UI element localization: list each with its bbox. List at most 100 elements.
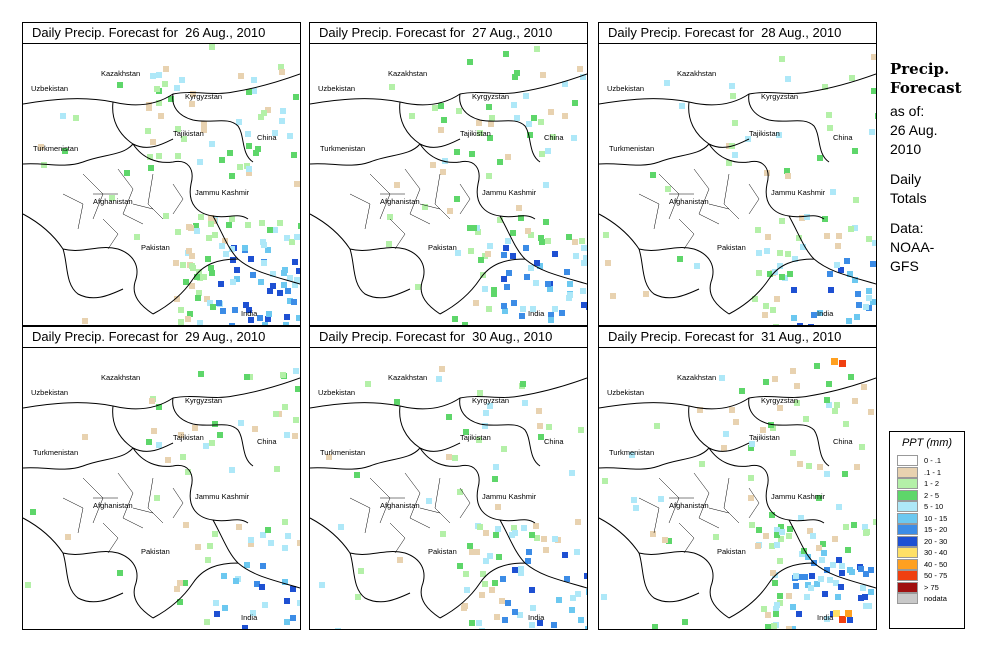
legend-item: 20 - 30 — [890, 535, 964, 548]
precip-cell — [261, 260, 267, 266]
precip-cell — [158, 113, 164, 119]
precip-cell — [786, 626, 792, 629]
label-afghanistan: Afghanistan — [93, 501, 133, 510]
precip-cell — [852, 398, 858, 404]
label-kyrgyzstan: Kyrgyzstan — [472, 92, 509, 101]
precip-cell — [531, 115, 537, 121]
precip-cell — [869, 129, 875, 135]
precip-cell — [794, 383, 800, 389]
precip-cell — [859, 444, 865, 450]
precip-cell — [495, 526, 501, 532]
precip-cell — [539, 151, 545, 157]
forecast-panel-1: Daily Precip. Forecast for 26 Aug., 2010… — [22, 22, 301, 326]
precip-cell — [763, 303, 769, 309]
precip-cell — [545, 148, 551, 154]
precip-cell — [827, 125, 833, 131]
precip-cell — [177, 599, 183, 605]
precip-cell — [285, 533, 291, 539]
precip-cell — [790, 368, 796, 374]
precip-cell — [682, 619, 688, 625]
precip-cell — [662, 537, 668, 543]
legend-title: PPT (mm) — [901, 437, 953, 449]
precip-cell — [533, 523, 539, 529]
precip-cell — [793, 573, 799, 579]
precip-cell — [779, 56, 785, 62]
precip-cell — [217, 432, 223, 438]
precip-cell — [826, 381, 832, 387]
precip-cell — [502, 617, 508, 623]
precip-cell — [154, 495, 160, 501]
precip-cell — [192, 425, 198, 431]
precip-cell — [870, 261, 876, 267]
precip-cell — [843, 524, 849, 530]
precip-cell — [467, 225, 473, 231]
label-afghanistan: Afghanistan — [669, 197, 709, 206]
precip-cell — [538, 434, 544, 440]
precip-cell — [482, 286, 488, 292]
precip-cell — [584, 573, 587, 579]
precip-cell — [189, 263, 195, 269]
precip-cell — [287, 133, 293, 139]
precip-cell — [779, 274, 785, 280]
legend-swatch — [897, 547, 918, 559]
precip-cell — [602, 478, 608, 484]
precip-cell — [844, 258, 850, 264]
precip-cell — [778, 524, 784, 530]
precip-cell — [180, 262, 186, 268]
precip-cell — [124, 170, 130, 176]
precip-cell — [222, 605, 228, 611]
precip-field — [601, 358, 876, 629]
legend-label: 1 - 2 — [924, 479, 940, 489]
precip-cell — [679, 103, 685, 109]
precip-cell — [279, 118, 285, 124]
precip-cell — [830, 189, 836, 195]
data-label: Data: — [890, 220, 924, 236]
precip-cell — [785, 76, 791, 82]
precip-cell — [852, 277, 858, 283]
precip-cell — [799, 215, 805, 221]
precip-cell — [234, 267, 240, 273]
precip-cell — [658, 496, 664, 502]
precip-cell — [387, 214, 393, 220]
precip-cell — [282, 545, 288, 551]
label-china: China — [544, 437, 564, 446]
precip-cell — [244, 562, 250, 568]
precip-cell — [253, 150, 259, 156]
precip-cell — [534, 535, 540, 541]
precip-cell — [580, 288, 586, 294]
precip-cell — [469, 620, 475, 626]
precip-cell — [842, 471, 848, 477]
precip-cell — [526, 549, 532, 555]
precip-cell — [285, 288, 291, 294]
precip-cell — [810, 533, 816, 539]
precip-cell — [248, 537, 254, 543]
precip-cell — [577, 66, 583, 72]
legend-swatch — [897, 501, 918, 513]
precip-map: Uzbekistan Kazakhstan Kyrgyzstan Tajikistan… — [599, 54, 876, 325]
label-pakistan: Pakistan — [141, 243, 170, 252]
precip-cell — [539, 239, 545, 245]
precip-cell — [821, 550, 827, 556]
precip-cell — [791, 315, 797, 321]
precip-cell — [441, 117, 447, 123]
precip-cell — [545, 281, 551, 287]
precip-cell — [162, 81, 168, 87]
label-jammu_kashmir: Jammu Kashmir — [771, 188, 826, 197]
precip-cell — [581, 302, 587, 308]
precip-cell — [207, 300, 213, 306]
precip-cell — [765, 234, 771, 240]
precip-cell — [469, 549, 475, 555]
label-kyrgyzstan: Kyrgyzstan — [761, 396, 798, 405]
label-turkmenistan: Turkmenistan — [33, 144, 78, 153]
precip-cell — [822, 216, 828, 222]
precip-cell — [195, 544, 201, 550]
precip-cell — [491, 287, 497, 293]
label-turkmenistan: Turkmenistan — [609, 448, 654, 457]
precip-cell — [174, 586, 180, 592]
precip-cell — [752, 296, 758, 302]
precip-cell — [790, 604, 796, 610]
precip-cell — [537, 423, 543, 429]
precip-cell — [525, 228, 531, 234]
precip-cell — [522, 400, 528, 406]
precip-cell — [287, 275, 293, 281]
